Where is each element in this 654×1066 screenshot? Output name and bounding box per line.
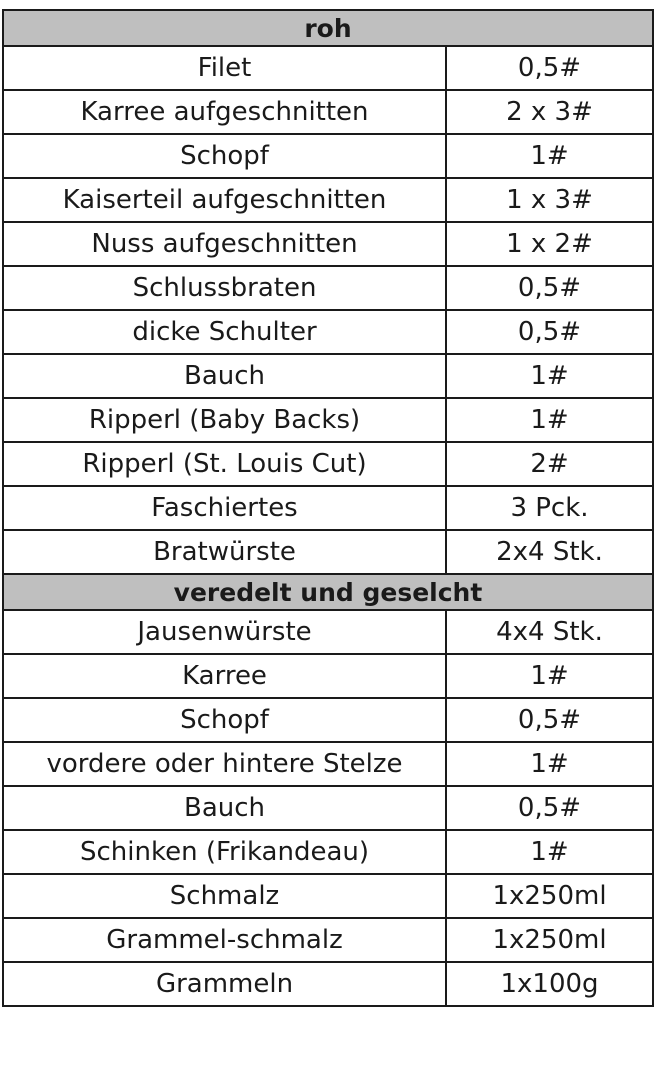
item-amount-cell: 0,5# <box>445 697 654 743</box>
item-name-cell: Schinken (Frikandeau) <box>2 829 447 875</box>
item-amount-cell: 2x4 Stk. <box>445 529 654 575</box>
table-row: Bratwürste 2x4 Stk. <box>2 529 654 575</box>
table-row: Jausenwürste 4x4 Stk. <box>2 609 654 655</box>
item-name-cell: Ripperl (Baby Backs) <box>2 397 447 443</box>
table-row: Ripperl (St. Louis Cut) 2# <box>2 441 654 487</box>
item-name-cell: Karree aufgeschnitten <box>2 89 447 135</box>
item-amount-cell: 0,5# <box>445 45 654 91</box>
item-name-cell: vordere oder hintere Stelze <box>2 741 447 787</box>
table-row: Nuss aufgeschnitten 1 x 2# <box>2 221 654 267</box>
item-amount-cell: 1 x 2# <box>445 221 654 267</box>
item-amount-cell: 2 x 3# <box>445 89 654 135</box>
item-amount-cell: 1 x 3# <box>445 177 654 223</box>
item-amount-cell: 3 Pck. <box>445 485 654 531</box>
table-row: Schmalz 1x250ml <box>2 873 654 919</box>
table-row: Ripperl (Baby Backs) 1# <box>2 397 654 443</box>
item-name-cell: Schmalz <box>2 873 447 919</box>
item-name-cell: dicke Schulter <box>2 309 447 355</box>
section-title: veredelt und geselcht <box>2 573 654 611</box>
table-row: Grammel-schmalz 1x250ml <box>2 917 654 963</box>
item-amount-cell: 1x250ml <box>445 917 654 963</box>
item-amount-cell: 4x4 Stk. <box>445 609 654 655</box>
item-amount-cell: 1# <box>445 353 654 399</box>
item-amount-cell: 0,5# <box>445 265 654 311</box>
item-name-cell: Karree <box>2 653 447 699</box>
item-amount-cell: 1# <box>445 829 654 875</box>
item-name-cell: Bratwürste <box>2 529 447 575</box>
table-row: Karree aufgeschnitten 2 x 3# <box>2 89 654 135</box>
item-amount-cell: 1x100g <box>445 961 654 1007</box>
item-name-cell: Faschiertes <box>2 485 447 531</box>
table-row: Schlussbraten 0,5# <box>2 265 654 311</box>
section-header-row: veredelt und geselcht <box>2 573 654 611</box>
product-table-body: roh Filet 0,5# Karree aufgeschnitten 2 x 3# S… <box>2 9 654 1007</box>
table-row: Faschiertes 3 Pck. <box>2 485 654 531</box>
item-amount-cell: 1x250ml <box>445 873 654 919</box>
item-amount-cell: 1# <box>445 653 654 699</box>
table-row: vordere oder hintere Stelze 1# <box>2 741 654 787</box>
section-header-row: roh <box>2 9 654 47</box>
section-title: roh <box>2 9 654 47</box>
table-row: Bauch 1# <box>2 353 654 399</box>
table-row: Bauch 0,5# <box>2 785 654 831</box>
item-name-cell: Schopf <box>2 697 447 743</box>
item-name-cell: Kaiserteil aufgeschnitten <box>2 177 447 223</box>
table-row: Schinken (Frikandeau) 1# <box>2 829 654 875</box>
item-amount-cell: 1# <box>445 397 654 443</box>
table-row: Kaiserteil aufgeschnitten 1 x 3# <box>2 177 654 223</box>
table-row: Schopf 1# <box>2 133 654 179</box>
item-name-cell: Grammel-schmalz <box>2 917 447 963</box>
item-name-cell: Nuss aufgeschnitten <box>2 221 447 267</box>
table-row: Grammeln 1x100g <box>2 961 654 1007</box>
item-amount-cell: 1# <box>445 133 654 179</box>
item-name-cell: Schlussbraten <box>2 265 447 311</box>
item-amount-cell: 0,5# <box>445 785 654 831</box>
product-table: roh Filet 0,5# Karree aufgeschnitten 2 x 3# S… <box>2 9 654 1007</box>
item-amount-cell: 0,5# <box>445 309 654 355</box>
table-row: Filet 0,5# <box>2 45 654 91</box>
item-name-cell: Filet <box>2 45 447 91</box>
item-name-cell: Schopf <box>2 133 447 179</box>
item-amount-cell: 2# <box>445 441 654 487</box>
item-name-cell: Bauch <box>2 785 447 831</box>
item-amount-cell: 1# <box>445 741 654 787</box>
table-row: Schopf 0,5# <box>2 697 654 743</box>
table-row: Karree 1# <box>2 653 654 699</box>
item-name-cell: Bauch <box>2 353 447 399</box>
table-row: dicke Schulter 0,5# <box>2 309 654 355</box>
item-name-cell: Jausenwürste <box>2 609 447 655</box>
item-name-cell: Grammeln <box>2 961 447 1007</box>
item-name-cell: Ripperl (St. Louis Cut) <box>2 441 447 487</box>
